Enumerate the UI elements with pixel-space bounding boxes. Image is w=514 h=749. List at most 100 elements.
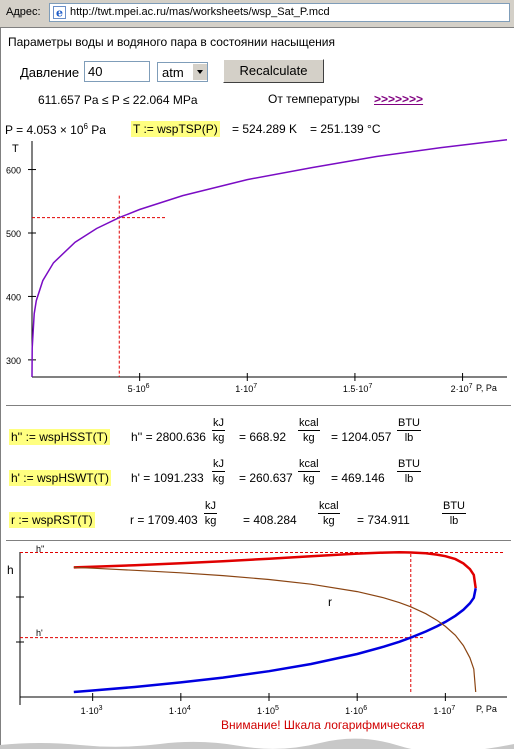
r-series-line	[73, 566, 477, 693]
unit-btu-per-lb: BTU lb	[442, 500, 466, 528]
t-chart-y-label: T	[12, 143, 19, 155]
unit-btu-per-lb: BTU lb	[397, 417, 421, 445]
h-chart-x-tick-label: 1·106	[345, 705, 367, 716]
unit-kj-per-kg: kJ kg	[212, 458, 225, 486]
t-chart-y-tick-label: 600	[6, 166, 21, 176]
property-value-kj: h'' = 2800.636	[131, 430, 206, 444]
h-chart-x-tick-label: 1·105	[257, 705, 279, 716]
unit-numerator: kcal	[298, 417, 320, 431]
unit-numerator: BTU	[397, 458, 421, 472]
unit-denominator: kg	[212, 473, 225, 485]
unit-denominator: kg	[302, 432, 315, 444]
t-chart-x-tick-label: 1.5·107	[343, 383, 373, 394]
unit-dropdown-button[interactable]	[192, 64, 207, 80]
h-chart-x-tick-exp: 5	[275, 705, 279, 712]
pressure-result: P = 4.053 × 106 Pa	[5, 122, 106, 137]
unit-denominator: kg	[322, 515, 335, 527]
unit-denominator: lb	[404, 432, 414, 444]
property-value-kj: r = 1709.403	[130, 513, 198, 527]
h-liquid-guide-label: h'	[36, 628, 43, 638]
unit-kj-per-kg: kJ kg	[212, 417, 225, 445]
unit-kcal-per-kg: kcal kg	[298, 458, 320, 486]
h-liquid-series-line	[73, 587, 477, 694]
temperature-formula: T := wspTSP(P)	[131, 121, 220, 137]
t-chart-x-tick-base: 1·10	[235, 384, 253, 394]
property-formula: r := wspRST(T)	[9, 512, 95, 528]
unit-numerator: kcal	[298, 458, 320, 472]
t-chart-y-tick-label: 500	[6, 229, 21, 239]
h-chart-y-label: h	[7, 563, 14, 577]
property-value-kcal: = 260.637	[239, 471, 293, 485]
unit-denominator: kg	[212, 432, 225, 444]
h-chart-x-tick-exp: 4	[187, 705, 191, 712]
unit-kcal-per-kg: kcal kg	[318, 500, 340, 528]
t-chart-x-label: P, Pa	[476, 383, 497, 393]
t-chart-x-tick-exp: 7	[368, 383, 372, 390]
address-bar: Адрес: e http://twt.mpei.ac.ru/mas/works…	[0, 0, 514, 28]
unit-numerator: kJ	[204, 500, 217, 514]
t-chart-x-tick-base: 2·10	[451, 384, 469, 394]
h-chart-x-tick-exp: 7	[451, 705, 455, 712]
h-chart-x-tick-label: 1·107	[433, 705, 455, 716]
section-divider-2	[6, 540, 511, 541]
unit-numerator: kJ	[212, 458, 225, 472]
pressure-input-value: 40	[88, 64, 103, 79]
pressure-label: Давление	[20, 65, 80, 80]
page-title: Параметры воды и водяного пара в состоян…	[8, 35, 335, 49]
svg-text:e: e	[56, 7, 63, 20]
log-scale-warning: Внимание! Шкала логарифмическая	[221, 718, 425, 732]
t-chart-x-tick-label: 5·106	[128, 383, 150, 394]
t-chart-x-tick-label: 1·107	[235, 383, 257, 394]
page-left-border	[0, 27, 1, 749]
pressure-result-exponent: 6	[83, 122, 88, 131]
unit-denominator: kg	[302, 473, 315, 485]
chevron-down-icon	[197, 70, 203, 74]
property-value-btu: = 1204.057	[331, 430, 392, 444]
h-chart-x-tick-base: 1·10	[345, 706, 363, 716]
t-chart-x-tick-exp: 7	[469, 383, 473, 390]
unit-numerator: BTU	[442, 500, 466, 514]
t-chart-x-tick-base: 5·10	[128, 384, 146, 394]
property-value-btu: = 469.146	[331, 471, 385, 485]
unit-btu-per-lb: BTU lb	[397, 458, 421, 486]
t-chart-x-tick-exp: 7	[253, 383, 257, 390]
pressure-input[interactable]: 40	[84, 61, 150, 82]
h-chart-x-label: P, Pa	[476, 704, 497, 714]
unit-denominator: kg	[204, 515, 217, 527]
url-field[interactable]: e http://twt.mpei.ac.ru/mas/worksheets/w…	[49, 3, 510, 22]
property-formula: h' := wspHSWT(T)	[9, 470, 111, 486]
unit-numerator: BTU	[397, 417, 421, 431]
from-temperature-label: От температуры	[268, 92, 360, 106]
pressure-range: 611.657 Pa ≤ P ≤ 22.064 MPa	[38, 93, 198, 107]
h-chart-x-tick-base: 1·10	[81, 706, 99, 716]
url-text: http://twt.mpei.ac.ru/mas/worksheets/wsp…	[70, 6, 330, 18]
h-vapor-series-line	[73, 551, 477, 589]
torn-edge-decoration	[0, 738, 514, 749]
pressure-result-unit: Pa	[87, 123, 106, 137]
temperature-celsius: = 251.139 °C	[310, 122, 381, 136]
property-formula: h'' := wspHSST(T)	[9, 429, 110, 445]
h-chart-x-tick-base: 1·10	[433, 706, 451, 716]
property-value-btu: = 734.911	[357, 513, 410, 527]
unit-numerator: kcal	[318, 500, 340, 514]
r-curve-label: r	[328, 595, 332, 609]
ie-page-icon: e	[53, 6, 66, 19]
recalculate-button[interactable]: Recalculate	[223, 59, 324, 83]
unit-select[interactable]: atm	[157, 62, 208, 82]
t-chart-y-tick-label: 300	[6, 356, 21, 366]
t-chart-x-tick-exp: 6	[146, 383, 150, 390]
unit-select-value: atm	[162, 65, 184, 80]
h-chart-x-tick-base: 1·10	[169, 706, 187, 716]
h-chart-x-tick-label: 1·104	[169, 705, 191, 716]
property-value-kcal: = 668.92	[239, 430, 287, 444]
from-temperature-link[interactable]: >>>>>>>	[374, 92, 424, 106]
t-chart-series-line	[31, 138, 508, 377]
pressure-result-prefix: P = 4.053 × 10	[5, 123, 84, 137]
t-chart-x-tick-base: 1.5·10	[343, 384, 369, 394]
h-chart-x-tick-exp: 3	[99, 705, 103, 712]
t-chart-y-tick-label: 400	[6, 292, 21, 302]
section-divider	[6, 405, 511, 406]
h-chart-x-tick-base: 1·10	[257, 706, 275, 716]
enthalpy-chart: h P, Pa h'' h' r Внимание! Шкала логариф…	[0, 544, 514, 749]
